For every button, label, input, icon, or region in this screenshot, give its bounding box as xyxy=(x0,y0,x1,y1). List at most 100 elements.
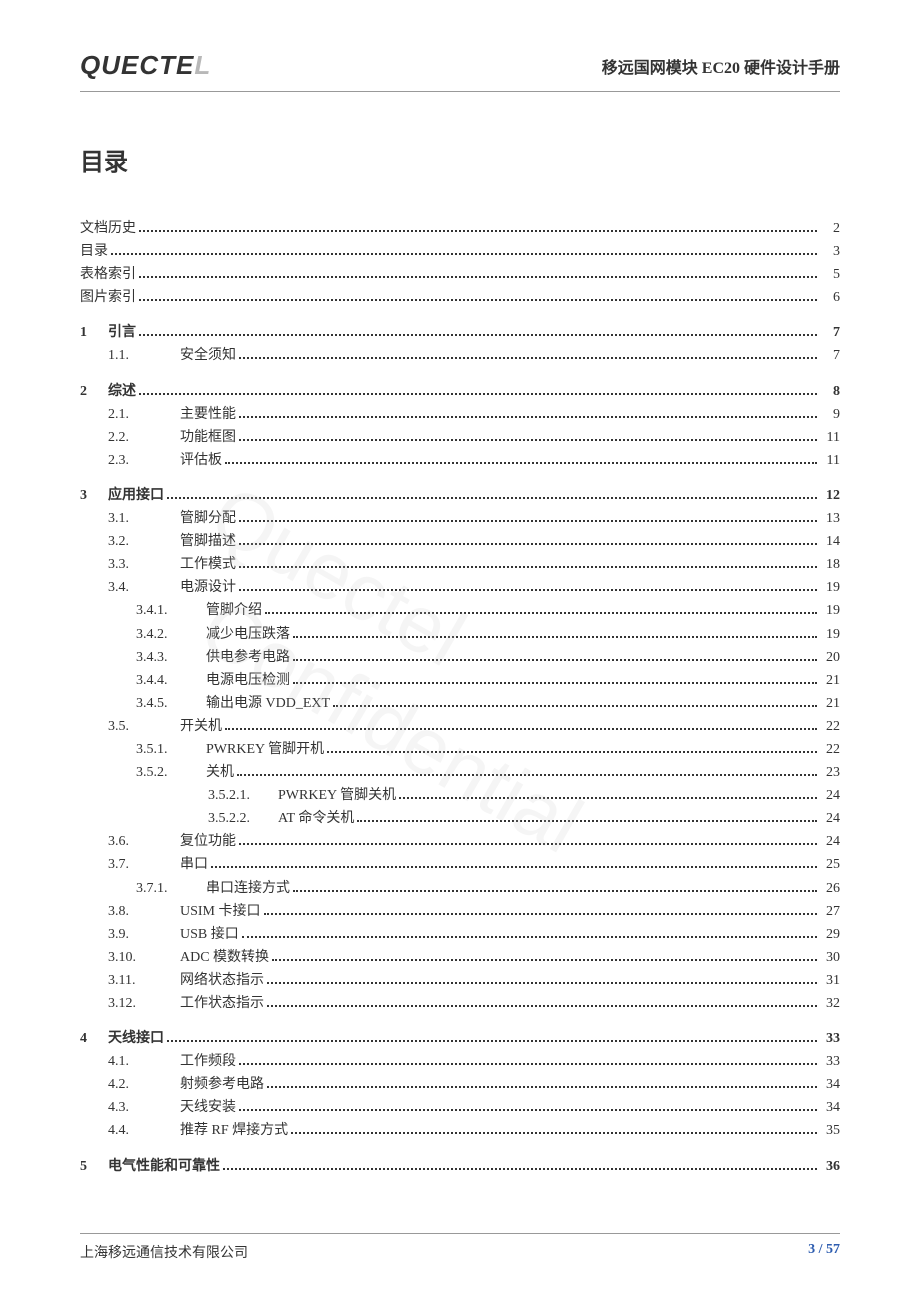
toc-label: PWRKEY 管脚开机 xyxy=(206,738,324,761)
toc-label: PWRKEY 管脚关机 xyxy=(278,784,396,807)
toc-dots xyxy=(264,913,817,915)
toc-page: 23 xyxy=(820,761,840,784)
toc-num: 3.10. xyxy=(108,946,180,969)
toc-num: 2.3. xyxy=(108,449,180,472)
toc-page: 22 xyxy=(820,715,840,738)
toc-label: 工作状态指示 xyxy=(180,992,264,1015)
toc-label: 供电参考电路 xyxy=(206,646,290,669)
toc-num: 4.4. xyxy=(108,1119,180,1142)
toc-num: 4.1. xyxy=(108,1050,180,1073)
toc-label: 安全须知 xyxy=(180,344,236,367)
toc-row-chapter: 1 引言 7 xyxy=(80,321,840,344)
toc-label: 电源设计 xyxy=(180,576,236,599)
toc-label: 引言 xyxy=(108,321,136,344)
toc-dots xyxy=(239,1063,817,1065)
toc-num: 3.4.3. xyxy=(136,646,206,669)
toc-dots xyxy=(357,820,817,822)
toc-num: 3.4. xyxy=(108,576,180,599)
toc-row: 3.3. 工作模式 18 xyxy=(108,553,840,576)
toc-dots xyxy=(211,866,817,868)
toc-dots xyxy=(225,728,817,730)
toc-page: 7 xyxy=(820,321,840,344)
toc-row: 图片索引 6 xyxy=(80,286,840,309)
toc-page: 19 xyxy=(820,599,840,622)
toc-row: 3.4.1. 管脚介绍 19 xyxy=(136,599,840,622)
toc-num: 4.3. xyxy=(108,1096,180,1119)
toc-row: 1.1. 安全须知 7 xyxy=(108,344,840,367)
toc-row: 3.5.2.1. PWRKEY 管脚关机 24 xyxy=(208,784,840,807)
toc-label: 管脚介绍 xyxy=(206,599,262,622)
toc-page: 19 xyxy=(820,576,840,599)
toc-dots xyxy=(333,705,817,707)
logo-fade: L xyxy=(194,50,211,80)
toc-dots xyxy=(139,393,817,395)
toc-page: 30 xyxy=(820,946,840,969)
toc-page: 34 xyxy=(820,1096,840,1119)
toc-row-chapter: 5 电气性能和可靠性 36 xyxy=(80,1155,840,1178)
toc-dots xyxy=(111,253,817,255)
toc-chapter-num: 1 xyxy=(80,321,108,344)
toc-num: 3.3. xyxy=(108,553,180,576)
toc-dots xyxy=(291,1132,817,1134)
toc-label: 表格索引 xyxy=(80,263,136,286)
toc-num: 3.5.2. xyxy=(136,761,206,784)
toc-label: 目录 xyxy=(80,240,108,263)
toc-row: 3.4.3. 供电参考电路 20 xyxy=(136,646,840,669)
page-sep: / xyxy=(815,1242,826,1257)
toc-label: 串口 xyxy=(180,853,208,876)
toc-label: 天线接口 xyxy=(108,1027,164,1050)
toc-label: 工作模式 xyxy=(180,553,236,576)
toc-label: 评估板 xyxy=(180,449,222,472)
toc-num: 3.5.1. xyxy=(136,738,206,761)
toc-page: 20 xyxy=(820,646,840,669)
toc-label: 电气性能和可靠性 xyxy=(108,1155,220,1178)
page-header: QUECTEL 移远国网模块 EC20 硬件设计手册 xyxy=(80,50,840,92)
toc-page: 11 xyxy=(820,449,840,472)
toc-row: 4.1. 工作频段 33 xyxy=(108,1050,840,1073)
toc-dots xyxy=(239,416,817,418)
toc-dots xyxy=(223,1168,817,1170)
toc-page: 24 xyxy=(820,784,840,807)
toc-dots xyxy=(239,439,817,441)
toc-row: 3.4. 电源设计 19 xyxy=(108,576,840,599)
toc-row: 3.4.4. 电源电压检测 21 xyxy=(136,669,840,692)
toc-page: 22 xyxy=(820,738,840,761)
toc-dots xyxy=(293,636,817,638)
toc-num: 3.9. xyxy=(108,923,180,946)
toc-dots xyxy=(139,230,817,232)
toc-num: 3.8. xyxy=(108,900,180,923)
toc-label: 工作频段 xyxy=(180,1050,236,1073)
toc-row: 2.2. 功能框图 11 xyxy=(108,426,840,449)
toc-label: 开关机 xyxy=(180,715,222,738)
toc-row: 3.7. 串口 25 xyxy=(108,853,840,876)
toc-num: 4.2. xyxy=(108,1073,180,1096)
toc-row: 3.10. ADC 模数转换 30 xyxy=(108,946,840,969)
toc-row: 3.5.2. 关机 23 xyxy=(136,761,840,784)
toc-dots xyxy=(293,682,817,684)
toc-dots xyxy=(239,543,817,545)
toc-dots xyxy=(239,357,817,359)
toc-label: 功能框图 xyxy=(180,426,236,449)
toc-page: 18 xyxy=(820,553,840,576)
toc-num: 3.7. xyxy=(108,853,180,876)
toc-page: 7 xyxy=(820,344,840,367)
toc-chapter-num: 5 xyxy=(80,1155,108,1178)
toc-row: 3.8. USIM 卡接口 27 xyxy=(108,900,840,923)
toc-dots xyxy=(225,462,817,464)
toc-dots xyxy=(242,936,817,938)
toc-page: 19 xyxy=(820,623,840,646)
toc-row: 文档历史 2 xyxy=(80,217,840,240)
toc-dots xyxy=(239,1109,817,1111)
toc-num: 1.1. xyxy=(108,344,180,367)
toc-page: 21 xyxy=(820,669,840,692)
toc-dots xyxy=(265,612,817,614)
toc-page: 25 xyxy=(820,853,840,876)
toc-label: AT 命令关机 xyxy=(278,807,354,830)
page-total: 57 xyxy=(826,1242,840,1257)
toc-row: 3.11. 网络状态指示 31 xyxy=(108,969,840,992)
toc-dots xyxy=(239,566,817,568)
toc-dots xyxy=(239,843,817,845)
toc-dots xyxy=(399,797,817,799)
toc-row: 3.5.1. PWRKEY 管脚开机 22 xyxy=(136,738,840,761)
toc-page: 24 xyxy=(820,807,840,830)
